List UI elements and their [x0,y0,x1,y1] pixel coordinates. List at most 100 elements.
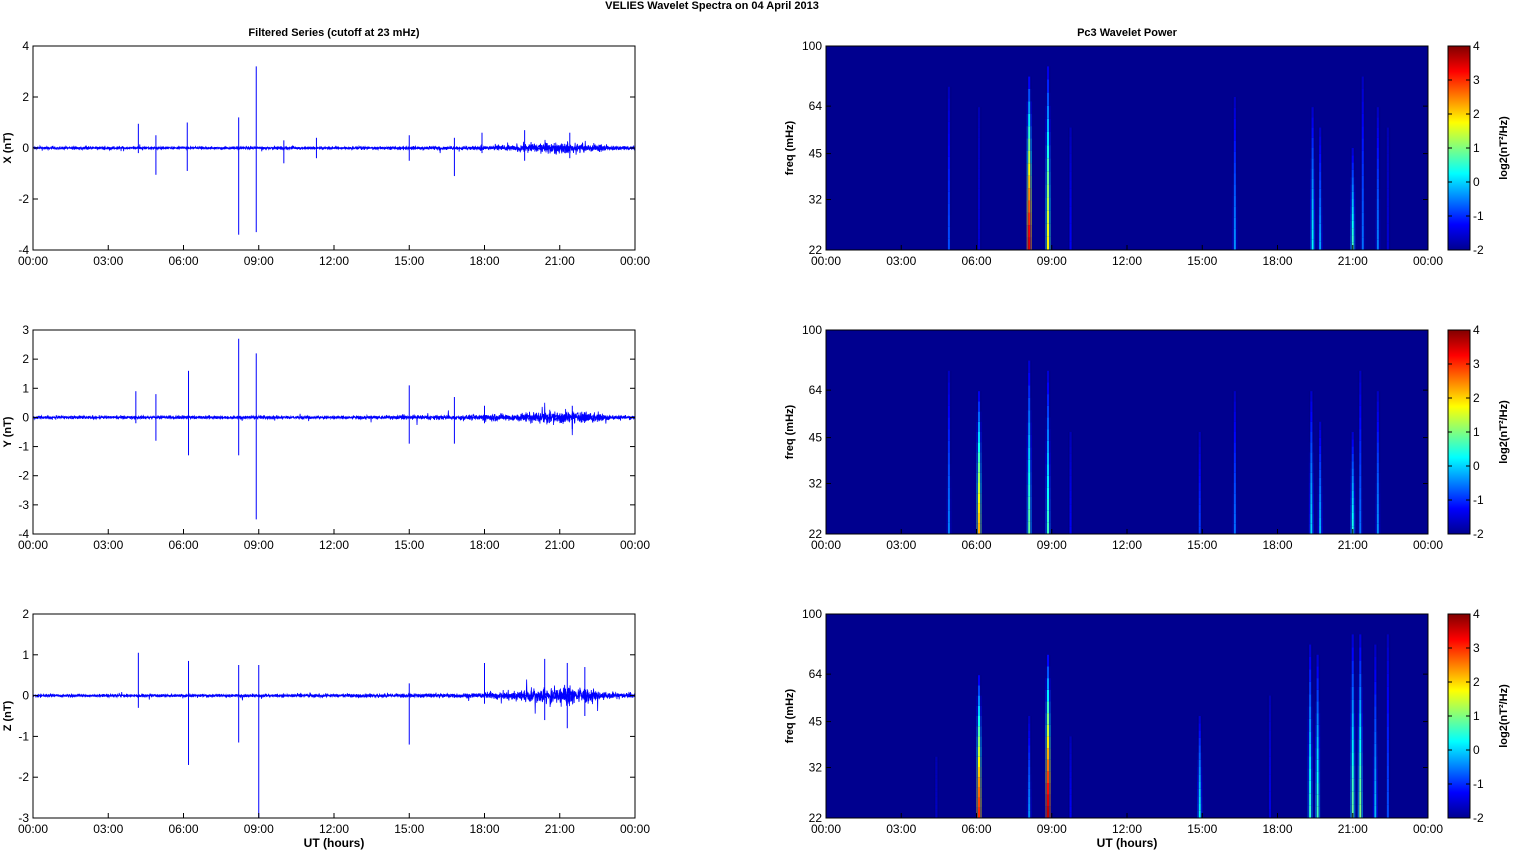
colorbar-tick-label: -2 [1473,811,1484,825]
y-axis-label: freq (mHz) [784,688,796,743]
colorbar-tick-label: 1 [1473,141,1480,155]
colorbar-label: log2(nT²/Hz) [1498,116,1510,180]
colorbar-tick-label: 0 [1473,743,1480,757]
wv-xtick-label: 21:00 [1338,254,1368,268]
timeseries-panel-3: 2 1 0 -1 -2 -3 Z (nT) 00:00 03:00 06:00 09:00 12:00… [2,607,650,850]
series-line [32,687,636,704]
ytick-label: -3 [18,811,29,825]
ytick-label: 45 [809,147,823,161]
ytick-label: 64 [809,99,823,113]
ts-xtick-label: 00:00 [620,822,650,836]
ytick-label: 32 [809,477,823,491]
y-axis-label: freq (mHz) [784,120,796,175]
wv-xtick-label: 21:00 [1338,822,1368,836]
heatmap-area [826,614,1428,818]
ts-xtick-label: 18:00 [469,254,499,268]
y-axis-label: X (nT) [2,132,14,163]
ts-xtick-label: 18:00 [469,822,499,836]
wv-xtick-label: 00:00 [811,538,841,552]
colorbar-tick-label: 2 [1473,391,1480,405]
ts-xtick-label: 21:00 [545,538,575,552]
ytick-label: 0 [22,410,29,424]
y-axis-label: Y (nT) [2,416,14,447]
ytick-label: 100 [802,323,822,337]
plot-area [33,330,635,534]
colorbar-tick-label: 2 [1473,107,1480,121]
ts-xtick-label: 18:00 [469,538,499,552]
ytick-label: 22 [809,527,823,541]
panels: 4 2 0 -2 -4 X (nT) 00:00 03:00 06:00 09:00 12:00 15… [2,27,1510,850]
series-line [32,143,636,154]
y-axis-label: Z (nT) [2,700,14,731]
wv-xtick-label: 00:00 [1413,822,1443,836]
colorbar-tick-label: 2 [1473,675,1480,689]
colorbar-tick-label: 4 [1473,323,1480,337]
wv-xtick-label: 00:00 [811,822,841,836]
colorbar-tick-label: -2 [1473,527,1484,541]
heatmap-area [826,46,1428,250]
ytick-label: 1 [22,648,29,662]
ts-xtick-label: 15:00 [394,538,424,552]
ytick-label: 64 [809,667,823,681]
ytick-label: 22 [809,243,823,257]
timeseries-panel-2: 3 2 1 0 -1 -2 -3 -4 Y (nT) 00:00 03:00 06:00 09:00 12… [2,323,650,552]
colorbar-tick-label: 1 [1473,425,1480,439]
colorbar-tick-label: -1 [1473,493,1484,507]
ytick-label: -2 [18,192,29,206]
wv-xtick-label: 15:00 [1187,254,1217,268]
colorbar-tick-label: 1 [1473,709,1480,723]
ts-xtick-label: 15:00 [394,254,424,268]
ts-xtick-label: 06:00 [168,538,198,552]
ts-xtick-label: 06:00 [168,822,198,836]
wv-xtick-label: 03:00 [886,254,916,268]
ytick-label: 1 [22,381,29,395]
ts-xtick-label: 00:00 [620,254,650,268]
ytick-label: 3 [22,323,29,337]
ytick-label: 100 [802,39,822,53]
ts-xtick-label: 21:00 [545,822,575,836]
ytick-label: -4 [18,243,29,257]
ts-xtick-label: 12:00 [319,254,349,268]
timeseries-panel-1: 4 2 0 -2 -4 X (nT) 00:00 03:00 06:00 09:00 12:00 15… [2,27,650,268]
ytick-label: 45 [809,715,823,729]
ytick-label: 32 [809,193,823,207]
colorbar-tick-label: 3 [1473,73,1480,87]
ytick-label: 2 [22,607,29,621]
colorbar-label: log2(nT²/Hz) [1498,684,1510,748]
panel-title: Pc3 Wavelet Power [1077,27,1178,39]
ytick-label: -3 [18,498,29,512]
wv-xtick-label: 06:00 [961,538,991,552]
ts-xtick-label: 15:00 [394,822,424,836]
panel-title: Filtered Series (cutoff at 23 mHz) [248,27,419,39]
ts-xtick-label: 21:00 [545,254,575,268]
wv-xtick-label: 09:00 [1037,538,1067,552]
colorbar-tick-label: 3 [1473,641,1480,655]
ytick-label: -2 [18,770,29,784]
heatmap-area [826,330,1428,534]
ts-xtick-label: 03:00 [93,822,123,836]
colorbar-tick-label: 0 [1473,175,1480,189]
wv-xtick-label: 00:00 [1413,254,1443,268]
ytick-label: -1 [18,440,29,454]
plot-area [33,614,635,818]
ytick-label: 2 [22,352,29,366]
ytick-label: 0 [22,689,29,703]
wv-xtick-label: 03:00 [886,822,916,836]
ts-xtick-label: 03:00 [93,538,123,552]
ytick-label: -1 [18,729,29,743]
ytick-label: 45 [809,431,823,445]
wv-xtick-label: 12:00 [1112,254,1142,268]
ytick-label: -2 [18,469,29,483]
ts-xtick-label: 12:00 [319,822,349,836]
ts-xtick-label: 03:00 [93,254,123,268]
ytick-label: 4 [22,39,29,53]
wv-xtick-label: 12:00 [1112,538,1142,552]
wv-xtick-label: 18:00 [1262,822,1292,836]
colorbar-tick-label: 4 [1473,607,1480,621]
figure-title: VELIES Wavelet Spectra on 04 April 2013 [605,0,819,12]
colorbar-tick-label: 4 [1473,39,1480,53]
x-axis-label: UT (hours) [1097,836,1158,850]
wv-xtick-label: 18:00 [1262,254,1292,268]
